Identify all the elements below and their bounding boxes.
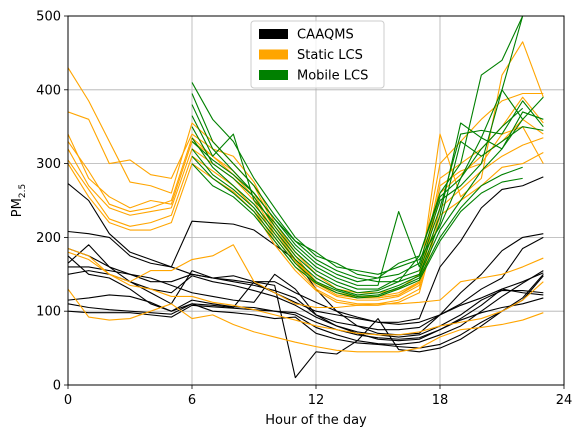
legend-swatch-0 bbox=[259, 29, 288, 39]
series-line-mobile-lcs-29 bbox=[191, 107, 524, 275]
y-tick-label-0: 0 bbox=[53, 379, 61, 394]
x-tick-label-1: 6 bbox=[188, 393, 196, 408]
legend-swatch-1 bbox=[259, 49, 288, 60]
series-line-caaqms-3 bbox=[68, 270, 544, 338]
y-axis-title-subscript: 2.5 bbox=[18, 184, 28, 198]
x-tick-label-0: 0 bbox=[64, 393, 72, 408]
series-line-mobile-lcs-20 bbox=[191, 16, 524, 279]
series-line-mobile-lcs-27 bbox=[191, 155, 523, 297]
series-line-caaqms-7 bbox=[68, 255, 544, 349]
series-line-caaqms-2 bbox=[68, 233, 544, 331]
legend-swatch-2 bbox=[259, 70, 288, 80]
y-tick-label-4: 400 bbox=[36, 83, 61, 98]
legend-label-2: Mobile LCS bbox=[297, 69, 368, 84]
y-axis-title: PM2.5 bbox=[10, 184, 28, 217]
y-tick-label-1: 100 bbox=[36, 305, 61, 320]
series-line-static-lcs-11 bbox=[68, 92, 544, 294]
series-line-static-lcs-12 bbox=[68, 96, 544, 299]
y-tick-label-3: 300 bbox=[36, 157, 61, 172]
series-line-static-lcs-18 bbox=[68, 288, 544, 353]
legend: CAAQMS Static LCS Mobile LCS bbox=[250, 20, 385, 89]
y-axis-title-main: PM bbox=[10, 198, 25, 217]
y-tick-label-5: 500 bbox=[36, 10, 61, 25]
x-tick-label-4: 24 bbox=[556, 393, 573, 408]
series-line-static-lcs-17 bbox=[68, 244, 544, 309]
x-tick-label-2: 12 bbox=[308, 393, 325, 408]
legend-label-1: Static LCS bbox=[297, 48, 363, 63]
series-line-mobile-lcs-25 bbox=[191, 126, 544, 294]
series-line-mobile-lcs-28 bbox=[191, 163, 523, 299]
x-tick-label-3: 18 bbox=[432, 393, 449, 408]
axis-ticks: 0 6 12 18 24 0 100 200 300 400 500 bbox=[36, 10, 572, 409]
series-line-caaqms-6 bbox=[68, 270, 544, 345]
series-line-mobile-lcs-24 bbox=[191, 111, 544, 290]
series-line-static-lcs-19 bbox=[68, 251, 544, 336]
series-line-static-lcs-15 bbox=[68, 152, 544, 306]
legend-label-0: CAAQMS bbox=[297, 28, 354, 43]
series-lines bbox=[68, 16, 544, 379]
series-line-caaqms-4 bbox=[68, 266, 544, 326]
x-axis-title: Hour of the day bbox=[265, 413, 367, 428]
series-line-mobile-lcs-26 bbox=[191, 119, 524, 296]
series-line-caaqms-9 bbox=[68, 247, 544, 342]
series-line-static-lcs-14 bbox=[68, 137, 544, 305]
y-tick-label-2: 200 bbox=[36, 231, 61, 246]
